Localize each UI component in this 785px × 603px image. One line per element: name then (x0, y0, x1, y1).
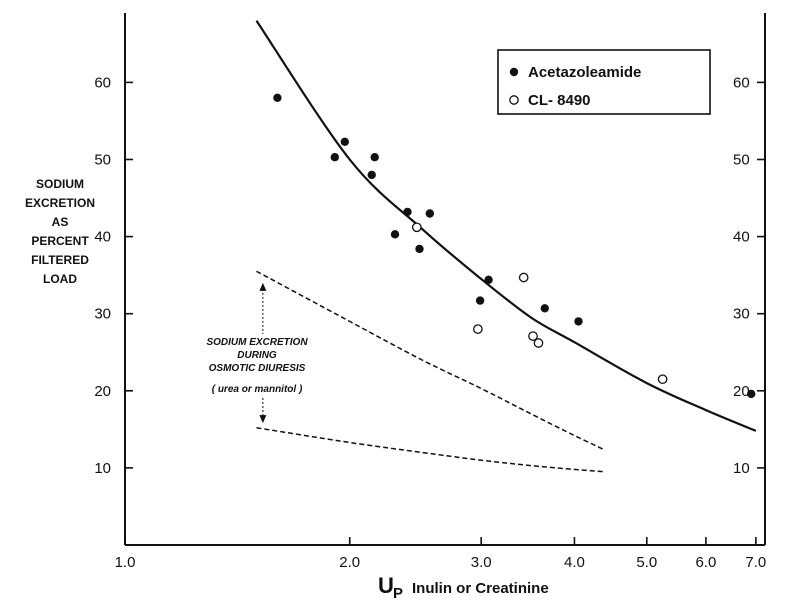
legend-marker-filled (509, 67, 519, 77)
point-cl-8490 (533, 338, 544, 348)
legend-marker-open (509, 95, 519, 105)
x-label-text: Inulin or Creatinine (412, 580, 549, 597)
y-right-tick-label: 60 (733, 74, 750, 91)
point-acetazoleamide (273, 93, 282, 103)
dashed-curve-1 (256, 270, 606, 451)
x-axis: 1.0 2.0 3.0 4.0 5.0 6.0 7.0 (115, 537, 766, 571)
dashed-curve-2 (256, 427, 606, 473)
y-axis-right: 10 20 30 40 50 60 (733, 74, 765, 477)
x-tick-label: 6.0 (695, 554, 716, 571)
point-cl-8490 (518, 272, 529, 283)
annotation-line-2: DURING (237, 350, 277, 361)
annotation-line-4: ( urea or mannitol ) (212, 384, 303, 395)
y-label-line-2: EXCRETION (25, 196, 95, 210)
x-label-prefix: U (378, 573, 394, 598)
x-tick-label: 2.0 (339, 554, 360, 571)
arrowhead-up-icon (259, 282, 267, 291)
curves (255, 20, 757, 473)
point-acetazoleamide (475, 296, 485, 305)
y-right-tick-label: 40 (733, 229, 750, 246)
point-cl-8490 (528, 331, 538, 341)
y-label-line-6: LOAD (43, 272, 77, 286)
point-acetazoleamide (390, 230, 400, 239)
point-acetazoleamide (574, 317, 583, 326)
y-left-tick-label: 30 (94, 306, 111, 323)
point-cl-8490 (473, 324, 483, 334)
x-tick-label: 5.0 (636, 554, 657, 571)
x-tick-label: 4.0 (564, 554, 585, 571)
annotation: SODIUM EXCRETION DURING OSMOTIC DIURESIS… (206, 282, 308, 424)
y-left-tick-label: 10 (94, 460, 111, 477)
point-acetazoleamide (415, 244, 424, 254)
x-tick-label: 3.0 (471, 554, 492, 571)
y-right-tick-label: 30 (733, 306, 750, 323)
y-label-line-4: PERCENT (31, 234, 89, 248)
point-acetazoleamide (330, 153, 339, 162)
point-acetazoleamide (540, 304, 549, 313)
y-label-line-1: SODIUM (36, 177, 84, 191)
legend-label-cl-8490: CL- 8490 (528, 92, 591, 109)
y-right-tick-label: 50 (733, 151, 750, 168)
annotation-line-3: OSMOTIC DIURESIS (209, 363, 306, 374)
point-acetazoleamide (403, 207, 412, 217)
y-right-tick-label: 20 (733, 383, 750, 400)
fitted-curve (255, 20, 757, 432)
point-acetazoleamide (367, 170, 376, 180)
legend-box (497, 49, 711, 115)
y-left-tick-label: 50 (94, 151, 111, 168)
point-acetazoleamide (484, 275, 493, 284)
point-acetazoleamide (370, 153, 379, 162)
legend-label-acetazoleamide: Acetazoleamide (528, 64, 641, 81)
y-right-tick-label: 10 (733, 460, 750, 477)
x-label-subscript: P (393, 585, 403, 602)
x-tick-label: 7.0 (745, 554, 766, 571)
y-axis-label: SODIUM EXCRETION AS PERCENT FILTERED LOA… (25, 177, 95, 286)
y-left-tick-label: 20 (94, 383, 111, 400)
annotation-line-1: SODIUM EXCRETION (206, 337, 308, 348)
x-tick-label: 1.0 (115, 554, 136, 571)
point-cl-8490 (411, 222, 422, 233)
point-acetazoleamide (340, 137, 349, 146)
y-label-line-3: AS (52, 215, 69, 229)
x-axis-label: U P Inulin or Creatinine (378, 573, 549, 602)
point-acetazoleamide (747, 389, 756, 399)
arrowhead-down-icon (259, 415, 267, 424)
point-cl-8490 (657, 374, 668, 385)
y-left-tick-label: 60 (94, 74, 111, 91)
y-left-tick-label: 40 (94, 229, 111, 246)
y-label-line-5: FILTERED (31, 253, 89, 267)
plot-frame (124, 13, 766, 546)
data-points (273, 93, 756, 399)
point-acetazoleamide (425, 209, 434, 218)
y-axis-left: 10 20 30 40 50 60 (94, 74, 133, 477)
legend: Acetazoleamide CL- 8490 (497, 49, 711, 115)
